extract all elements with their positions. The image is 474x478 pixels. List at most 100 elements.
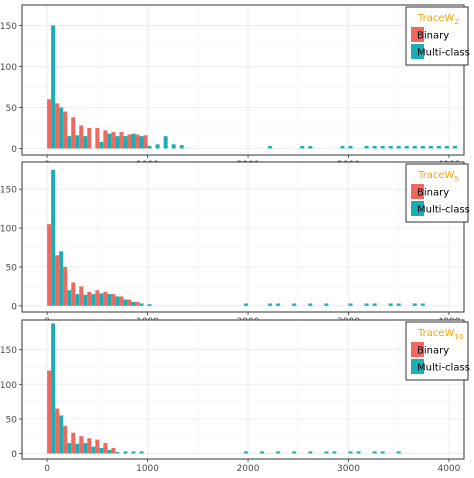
multiclass-bar [244, 303, 249, 306]
binary-bar [135, 134, 140, 149]
panel-2: 05010015001000200030004000TraceW5BinaryM… [0, 161, 470, 327]
legend-swatch [411, 184, 424, 199]
multiclass-bar [404, 145, 409, 149]
legend-title: TraceW2 [417, 13, 459, 26]
y-tick-label: 0 [11, 145, 17, 155]
multiclass-bar [308, 303, 313, 306]
panel-border [21, 319, 465, 460]
multiclass-bar [364, 303, 369, 306]
multiclass-bar [131, 301, 136, 306]
panel-1: 05010015001000200030004000TraceW2BinaryM… [0, 4, 470, 170]
y-tick-label: 0 [11, 450, 17, 460]
binary-bar [79, 125, 84, 149]
multiclass-bar [91, 446, 96, 454]
multiclass-bar [123, 136, 128, 149]
legend-title-subscript: 2 [454, 18, 458, 26]
y-tick-label: 50 [6, 104, 18, 114]
multiclass-bar [332, 451, 337, 454]
binary-bar [111, 447, 116, 454]
binary-bar [95, 439, 100, 454]
multiclass-bar [372, 145, 377, 149]
legend-entry: Binary [417, 31, 449, 42]
multiclass-bar [436, 145, 441, 149]
legend-title: TraceW10 [417, 328, 463, 341]
multiclass-bar [396, 145, 401, 149]
binary-bar [111, 132, 116, 149]
multiclass-bar [324, 303, 329, 306]
binary-bar [55, 103, 60, 149]
multiclass-bar [268, 145, 273, 149]
multiclass-bar [260, 451, 265, 454]
multiclass-bar [179, 145, 184, 149]
binary-bar [87, 438, 92, 454]
legend-title-subscript: 10 [454, 333, 463, 341]
multiclass-bar [83, 443, 88, 454]
binary-bar [71, 282, 76, 306]
x-tick-label: 2000 [237, 464, 260, 474]
multiclass-bar [412, 303, 417, 306]
legend-title-subscript: 5 [454, 175, 458, 183]
legend-swatch [411, 44, 424, 59]
panel-border [21, 161, 465, 313]
binary-bar [143, 135, 148, 149]
multiclass-bar [99, 447, 104, 454]
binary-bar [71, 117, 76, 149]
binary-bar [95, 290, 100, 306]
x-tick-label: 0 [44, 464, 50, 474]
multiclass-bar [115, 296, 120, 306]
y-tick-label: 50 [6, 263, 18, 273]
multiclass-bar [276, 451, 281, 454]
multiclass-bar [75, 294, 80, 306]
multiclass-bar [340, 145, 345, 149]
y-tick-label: 100 [0, 225, 17, 235]
multiclass-bar [67, 136, 72, 149]
multiclass-bar [139, 136, 144, 149]
multiclass-bar [428, 145, 433, 149]
panel-background [22, 162, 464, 312]
y-tick-label: 0 [11, 302, 17, 312]
multiclass-bar [244, 451, 249, 454]
legend-swatch [411, 342, 424, 357]
multiclass-bar [412, 145, 417, 149]
legend: TraceW10 Binary Multi-class [405, 321, 470, 381]
multiclass-bar [308, 145, 313, 149]
y-tick-label: 150 [0, 22, 17, 32]
multiclass-bar [372, 303, 377, 306]
multiclass-bar [131, 451, 136, 454]
legend-entry: Multi-class [417, 363, 470, 374]
multiclass-bar [59, 251, 64, 306]
binary-bar [119, 132, 124, 149]
multiclass-bar [380, 145, 385, 149]
multiclass-bar [388, 145, 393, 149]
binary-bar [103, 291, 108, 306]
y-tick-label: 50 [6, 415, 18, 425]
multiclass-bar [292, 303, 297, 306]
y-tick-label: 150 [0, 186, 17, 196]
y-tick-label: 100 [0, 63, 17, 73]
binary-bar [63, 425, 68, 454]
binary-bar [55, 255, 60, 306]
binary-bar [135, 301, 140, 306]
multiclass-bar [67, 443, 72, 454]
x-tick-label: 4000 [437, 464, 460, 474]
panel-background [22, 320, 464, 459]
multiclass-bar [123, 451, 128, 454]
multiclass-bar [348, 303, 353, 306]
multiclass-bar [75, 443, 80, 454]
multiclass-bar [131, 133, 136, 149]
binary-bar [63, 111, 68, 149]
multiclass-bar [51, 323, 56, 454]
binary-bar [47, 370, 52, 454]
multiclass-bar [324, 451, 329, 454]
panel-3: 0 50 100 150 0 1000 2000 3000 4000 TraceW10 Binary… [0, 319, 470, 474]
legend-entry: Binary [417, 188, 449, 199]
multiclass-bar [163, 136, 168, 149]
legend: TraceW5 Binary Multi-class [405, 163, 470, 223]
legend-swatch [411, 359, 424, 374]
multiclass-bar [388, 303, 393, 306]
multiclass-bar [115, 452, 120, 454]
multiclass-bar [123, 299, 128, 306]
x-tick-label: 3000 [337, 464, 360, 474]
multiclass-bar [139, 303, 144, 306]
